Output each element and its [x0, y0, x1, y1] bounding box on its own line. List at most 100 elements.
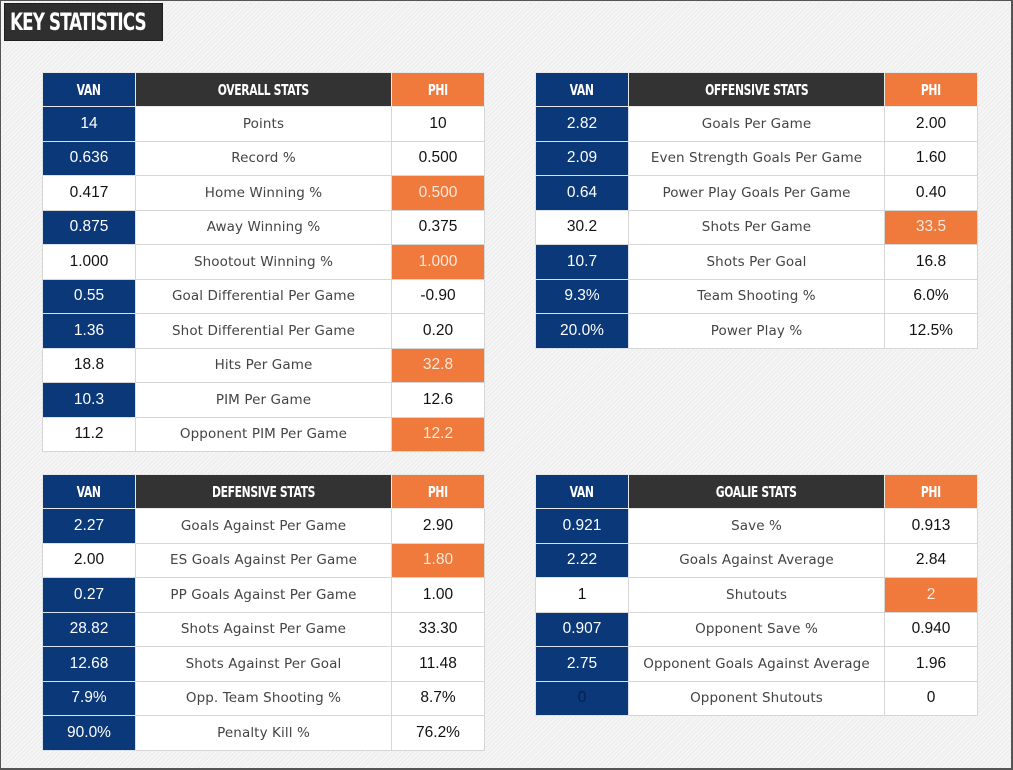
- table-row: 2.75 Opponent Goals Against Average 1.96: [535, 646, 978, 682]
- table-header-row: VAN DEFENSIVE STATS PHI: [42, 474, 485, 509]
- table-row: 90.0% Penalty Kill % 76.2%: [42, 715, 485, 751]
- van-value: 2.22: [535, 542, 629, 578]
- table-row: 10.3 PIM Per Game 12.6: [42, 382, 485, 418]
- van-value: 2.09: [535, 140, 629, 176]
- van-value: 0.921: [535, 508, 629, 544]
- van-value: 1: [535, 577, 629, 613]
- table-row: 1.000 Shootout Winning % 1.000: [42, 244, 485, 280]
- table-row: 0.417 Home Winning % 0.500: [42, 175, 485, 211]
- phi-value: 0.20: [391, 313, 485, 349]
- stat-label: Goals Against Average: [628, 542, 885, 578]
- defensive-stats-table: VAN DEFENSIVE STATS PHI 2.27 Goals Agains…: [42, 474, 485, 751]
- table-row: 11.2 Opponent PIM Per Game 12.2: [42, 416, 485, 452]
- phi-value: 1.00: [391, 577, 485, 613]
- defensive-stats-title: DEFENSIVE STATS: [135, 474, 392, 509]
- phi-value: 2: [884, 577, 978, 613]
- table-row: 0.921 Save % 0.913: [535, 508, 978, 544]
- stat-label: Hits Per Game: [135, 347, 392, 383]
- van-value: 10.7: [535, 244, 629, 280]
- stat-label: Opp. Team Shooting %: [135, 680, 392, 716]
- table-row: 0.55 Goal Differential Per Game -0.90: [42, 278, 485, 314]
- stat-label: Points: [135, 106, 392, 142]
- van-value: 11.2: [42, 416, 136, 452]
- van-column-header: VAN: [42, 474, 136, 509]
- van-value: 12.68: [42, 646, 136, 682]
- phi-value: 0.375: [391, 209, 485, 245]
- phi-value: 1.96: [884, 646, 978, 682]
- van-column-header: VAN: [42, 72, 136, 107]
- phi-value: 0.500: [391, 140, 485, 176]
- stat-label: Away Winning %: [135, 209, 392, 245]
- stat-label: Home Winning %: [135, 175, 392, 211]
- phi-value: 0: [884, 680, 978, 716]
- offensive-stats-title: OFFENSIVE STATS: [628, 72, 885, 107]
- phi-value: 1.60: [884, 140, 978, 176]
- stat-label: Goals Against Per Game: [135, 508, 392, 544]
- phi-value: -0.90: [391, 278, 485, 314]
- phi-value: 1.000: [391, 244, 485, 280]
- stat-label: Shots Against Per Game: [135, 611, 392, 647]
- stat-label: Shutouts: [628, 577, 885, 613]
- table-row: 7.9% Opp. Team Shooting % 8.7%: [42, 680, 485, 716]
- stat-label: Penalty Kill %: [135, 715, 392, 751]
- phi-value: 6.0%: [884, 278, 978, 314]
- phi-value: 1.80: [391, 542, 485, 578]
- van-value: 30.2: [535, 209, 629, 245]
- van-value: 0.417: [42, 175, 136, 211]
- table-row: 2.22 Goals Against Average 2.84: [535, 542, 978, 578]
- table-row: 0 Opponent Shutouts 0: [535, 680, 978, 716]
- phi-value: 12.6: [391, 382, 485, 418]
- van-value: 0.55: [42, 278, 136, 314]
- stat-label: Opponent Save %: [628, 611, 885, 647]
- phi-value: 33.5: [884, 209, 978, 245]
- van-value: 0.636: [42, 140, 136, 176]
- table-row: 10.7 Shots Per Goal 16.8: [535, 244, 978, 280]
- table-header-row: VAN OFFENSIVE STATS PHI: [535, 72, 978, 107]
- table-row: 9.3% Team Shooting % 6.0%: [535, 278, 978, 314]
- overall-stats-title: OVERALL STATS: [135, 72, 392, 107]
- phi-value: 16.8: [884, 244, 978, 280]
- phi-value: 11.48: [391, 646, 485, 682]
- phi-value: 33.30: [391, 611, 485, 647]
- table-row: 0.907 Opponent Save % 0.940: [535, 611, 978, 647]
- stat-label: Opponent Goals Against Average: [628, 646, 885, 682]
- phi-value: 32.8: [391, 347, 485, 383]
- stat-label: Even Strength Goals Per Game: [628, 140, 885, 176]
- van-value: 9.3%: [535, 278, 629, 314]
- van-value: 0.27: [42, 577, 136, 613]
- van-value: 2.00: [42, 542, 136, 578]
- phi-value: 76.2%: [391, 715, 485, 751]
- table-row: 12.68 Shots Against Per Goal 11.48: [42, 646, 485, 682]
- phi-value: 0.40: [884, 175, 978, 211]
- van-value: 0.907: [535, 611, 629, 647]
- van-value: 2.75: [535, 646, 629, 682]
- van-value: 18.8: [42, 347, 136, 383]
- stat-label: Shots Against Per Goal: [135, 646, 392, 682]
- table-row: 2.82 Goals Per Game 2.00: [535, 106, 978, 142]
- van-column-header: VAN: [535, 72, 629, 107]
- stat-label: Power Play %: [628, 313, 885, 349]
- stat-label: Shots Per Goal: [628, 244, 885, 280]
- stat-label: Opponent Shutouts: [628, 680, 885, 716]
- van-value: 1.000: [42, 244, 136, 280]
- table-row: 20.0% Power Play % 12.5%: [535, 313, 978, 349]
- van-value: 90.0%: [42, 715, 136, 751]
- table-row: 0.64 Power Play Goals Per Game 0.40: [535, 175, 978, 211]
- van-value: 28.82: [42, 611, 136, 647]
- van-value: 0.875: [42, 209, 136, 245]
- stat-label: Goals Per Game: [628, 106, 885, 142]
- stat-label: Opponent PIM Per Game: [135, 416, 392, 452]
- van-value: 2.27: [42, 508, 136, 544]
- stat-label: Shootout Winning %: [135, 244, 392, 280]
- table-row: 1.36 Shot Differential Per Game 0.20: [42, 313, 485, 349]
- table-row: 28.82 Shots Against Per Game 33.30: [42, 611, 485, 647]
- table-row: 30.2 Shots Per Game 33.5: [535, 209, 978, 245]
- table-row: 2.00 ES Goals Against Per Game 1.80: [42, 542, 485, 578]
- table-row: 1 Shutouts 2: [535, 577, 978, 613]
- page-title-text: KEY STATISTICS: [10, 8, 147, 36]
- stat-label: Goal Differential Per Game: [135, 278, 392, 314]
- phi-value: 0.940: [884, 611, 978, 647]
- offensive-stats-table: VAN OFFENSIVE STATS PHI 2.82 Goals Per Ga…: [535, 72, 978, 349]
- phi-value: 2.84: [884, 542, 978, 578]
